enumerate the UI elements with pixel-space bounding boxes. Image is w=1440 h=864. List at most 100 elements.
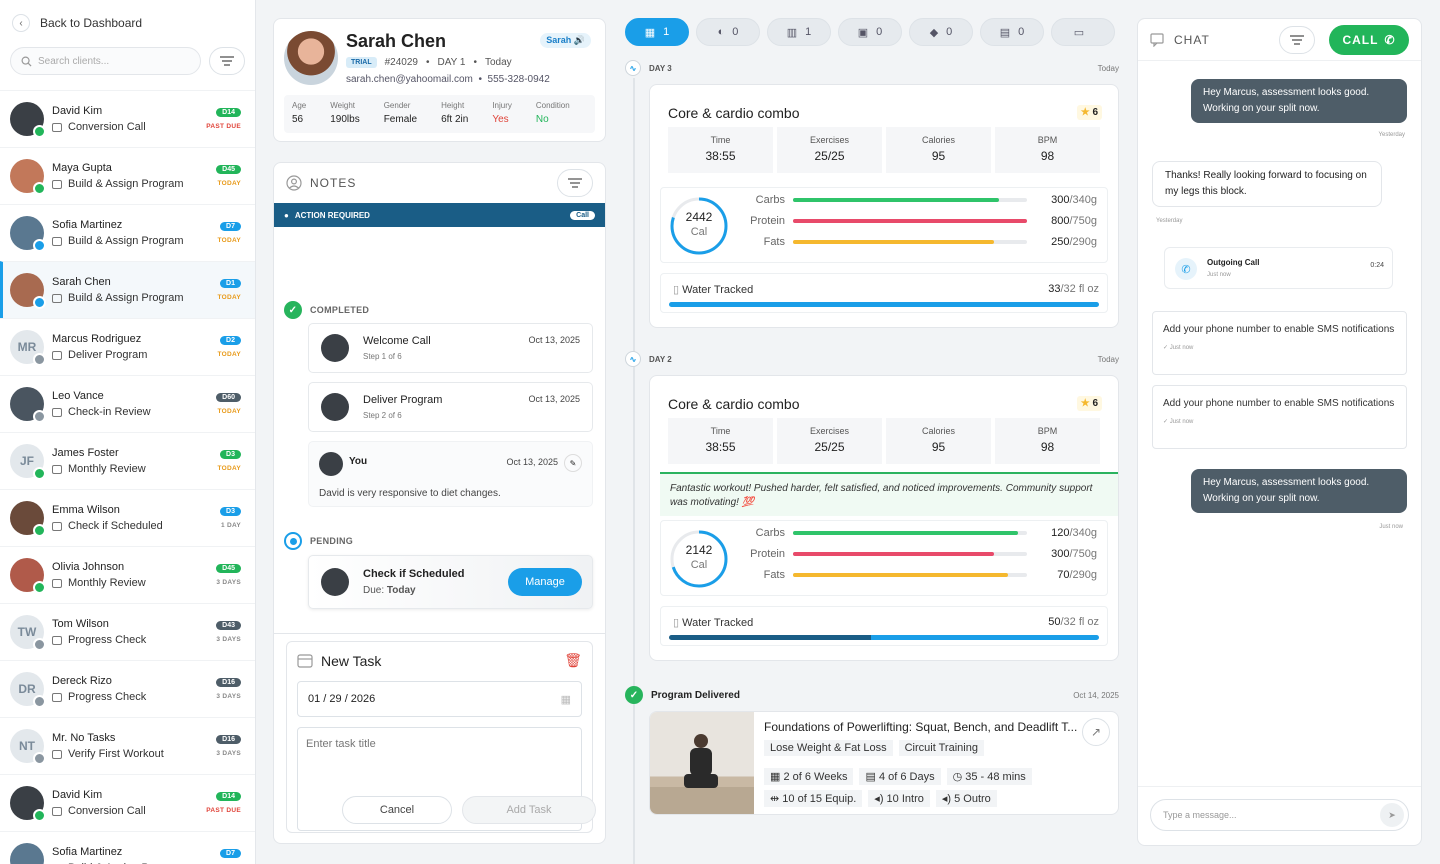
pending-label: PENDING	[310, 536, 354, 546]
back-to-dashboard[interactable]: ‹ Back to Dashboard	[0, 0, 255, 46]
due-label: TODAY	[217, 351, 241, 358]
macro-name: Fats	[763, 236, 785, 248]
days-meta: ▤ 4 of 6 Days	[859, 768, 941, 785]
cancel-button[interactable]: Cancel	[342, 796, 452, 824]
client-row[interactable]: JF James Foster Monthly Review D3 TODAY	[0, 432, 255, 489]
cup-icon: ▯	[673, 284, 683, 296]
call-button[interactable]: CALL ✆	[1329, 24, 1409, 55]
date-input[interactable]: 01 / 29 / 2026 ▦	[297, 681, 582, 717]
timeline-tab[interactable]: ▭	[1051, 18, 1115, 46]
macro-bar	[793, 573, 1009, 577]
profile-stats: Age 56 Weight 190lbs Gender Female Height 6ft 2…	[284, 95, 595, 133]
tab-count: 1	[805, 26, 812, 38]
open-external-icon[interactable]: ↗	[1082, 718, 1110, 746]
status-dot-icon	[33, 638, 46, 651]
workout-card[interactable]: Core & cardio combo ★ 6 Time 38:55 Exercises…	[649, 375, 1119, 661]
client-row[interactable]: DR Dereck Rizo Progress Check D16 3 DAYS	[0, 660, 255, 717]
stat-label: BPM	[1037, 426, 1058, 436]
status-dot-icon	[33, 353, 46, 366]
add-task-button[interactable]: Add Task	[462, 796, 596, 824]
note-title: Deliver Program	[363, 394, 443, 406]
chat-tab-icon: ◐	[717, 26, 725, 38]
client-row[interactable]: NT Mr. No Tasks Verify First Workout D16 3 D…	[0, 717, 255, 774]
client-sidebar: ‹ Back to Dashboard Search clients... Da…	[0, 0, 256, 864]
client-row[interactable]: Sarah Chen Build & Assign Program D1 TODAY	[0, 261, 255, 318]
separator: •	[425, 57, 430, 68]
chat-menu-button[interactable]	[1279, 25, 1315, 54]
note-item[interactable]: Welcome Call Step 1 of 6 Oct 13, 2025	[308, 323, 593, 373]
speaker-icon: ◂)	[874, 793, 884, 805]
program-tag: Circuit Training	[898, 740, 984, 756]
day-badge: D60	[216, 393, 241, 402]
timeline-tab[interactable]: ▤ 0	[980, 18, 1044, 46]
tag-badge[interactable]: Sarah 🔊	[540, 33, 591, 48]
workout-card[interactable]: Core & cardio combo ★ 6 Time 38:55 Exercises…	[649, 84, 1119, 328]
due-label: 3 DAYS	[216, 636, 241, 643]
timeline-tab[interactable]: ▥ 1	[767, 18, 831, 46]
client-task: Build & Assign Program	[68, 235, 184, 247]
notes-panel: NOTES ● ACTION REQUIRED Call ✓ COMPLETED …	[273, 162, 606, 844]
trash-icon[interactable]: 🗑	[564, 652, 582, 668]
client-id: #24029	[384, 57, 418, 68]
notes-menu-button[interactable]	[557, 169, 593, 197]
macro-card: 2142 Cal Carbs 120/340g Protein 300/750g Fats 7…	[660, 520, 1108, 596]
client-row[interactable]: Emma Wilson Check if Scheduled D3 1 DAY	[0, 489, 255, 546]
water-track	[669, 302, 1099, 307]
note-item[interactable]: Deliver Program Step 2 of 6 Oct 13, 2025	[308, 382, 593, 432]
client-name: Mr. No Tasks	[52, 732, 116, 744]
macro-target: /290g	[1069, 569, 1097, 581]
separator: •	[473, 57, 477, 68]
day-badge: D2	[220, 336, 241, 345]
calendar-icon: ▤	[865, 771, 876, 783]
macro-name: Carbs	[755, 527, 785, 539]
day-badge: D1	[220, 279, 241, 288]
edit-icon[interactable]: ✎	[564, 454, 582, 472]
send-icon[interactable]: ➤	[1380, 803, 1404, 827]
client-row[interactable]: Maya Gupta Build & Assign Program D45 TODAY	[0, 147, 255, 204]
timeline-line	[633, 78, 635, 864]
sms-notice: Add your phone number to enable SMS noti…	[1152, 311, 1407, 375]
call-tag[interactable]: Call	[570, 210, 595, 220]
avatar: NT	[10, 729, 46, 765]
manage-button[interactable]: Manage	[508, 568, 582, 596]
task-icon	[52, 806, 62, 816]
stat-value: 25/25	[814, 149, 845, 163]
client-task: Progress Check	[68, 691, 147, 703]
macro-name: Carbs	[755, 194, 785, 206]
outgoing-call-card[interactable]: ✆ Outgoing Call Just now 0:24	[1164, 247, 1393, 289]
client-row[interactable]: David Kim Conversion Call D14 PAST DUE	[0, 90, 255, 147]
task-icon	[52, 293, 62, 303]
task-icon	[52, 407, 62, 417]
day-badge: D45	[216, 564, 241, 573]
status-dot-icon	[33, 524, 46, 537]
macro-track	[793, 219, 1027, 223]
stat-value: 6ft 2in	[441, 114, 469, 125]
email-link[interactable]: sarah.chen@yahoomail.com	[346, 74, 473, 85]
timeline-tab[interactable]: ▣ 0	[838, 18, 902, 46]
phone-link[interactable]: 555-328-0942	[487, 74, 550, 85]
search-input[interactable]: Search clients...	[10, 47, 201, 75]
note-step: Step 1 of 6	[363, 352, 402, 361]
day-badge: D7	[220, 222, 241, 231]
timeline-tab[interactable]: ◐ 0	[696, 18, 760, 46]
client-name: Maya Gupta	[52, 162, 112, 174]
client-row[interactable]: David Kim Conversion Call D14 PAST DUE	[0, 774, 255, 831]
client-row[interactable]: Leo Vance Check-in Review D60 TODAY	[0, 375, 255, 432]
client-name: Olivia Johnson	[52, 561, 125, 573]
client-task: Build & Assign Program	[68, 178, 184, 190]
client-row[interactable]: TW Tom Wilson Progress Check D43 3 DAYS	[0, 603, 255, 660]
star-icon: ★	[1080, 107, 1093, 118]
timeline-tab[interactable]: ◆ 0	[909, 18, 973, 46]
client-task: Build & Assign Program	[68, 292, 184, 304]
task-title-input[interactable]: Enter task title Cancel Add Task	[297, 727, 596, 831]
message-input[interactable]: Type a message... ➤	[1150, 799, 1409, 831]
filter-button[interactable]	[209, 47, 245, 75]
client-row[interactable]: Olivia Johnson Monthly Review D45 3 DAYS	[0, 546, 255, 603]
pending-item[interactable]: Check if Scheduled Due: Today Manage	[308, 555, 593, 609]
client-row[interactable]: MR Marcus Rodriguez Deliver Program D2 TODAY	[0, 318, 255, 375]
timeline-tab[interactable]: ▦ 1	[625, 18, 689, 46]
program-card[interactable]: Foundations of Powerlifting: Squat, Benc…	[649, 711, 1119, 815]
note-date: Oct 13, 2025	[528, 335, 580, 345]
